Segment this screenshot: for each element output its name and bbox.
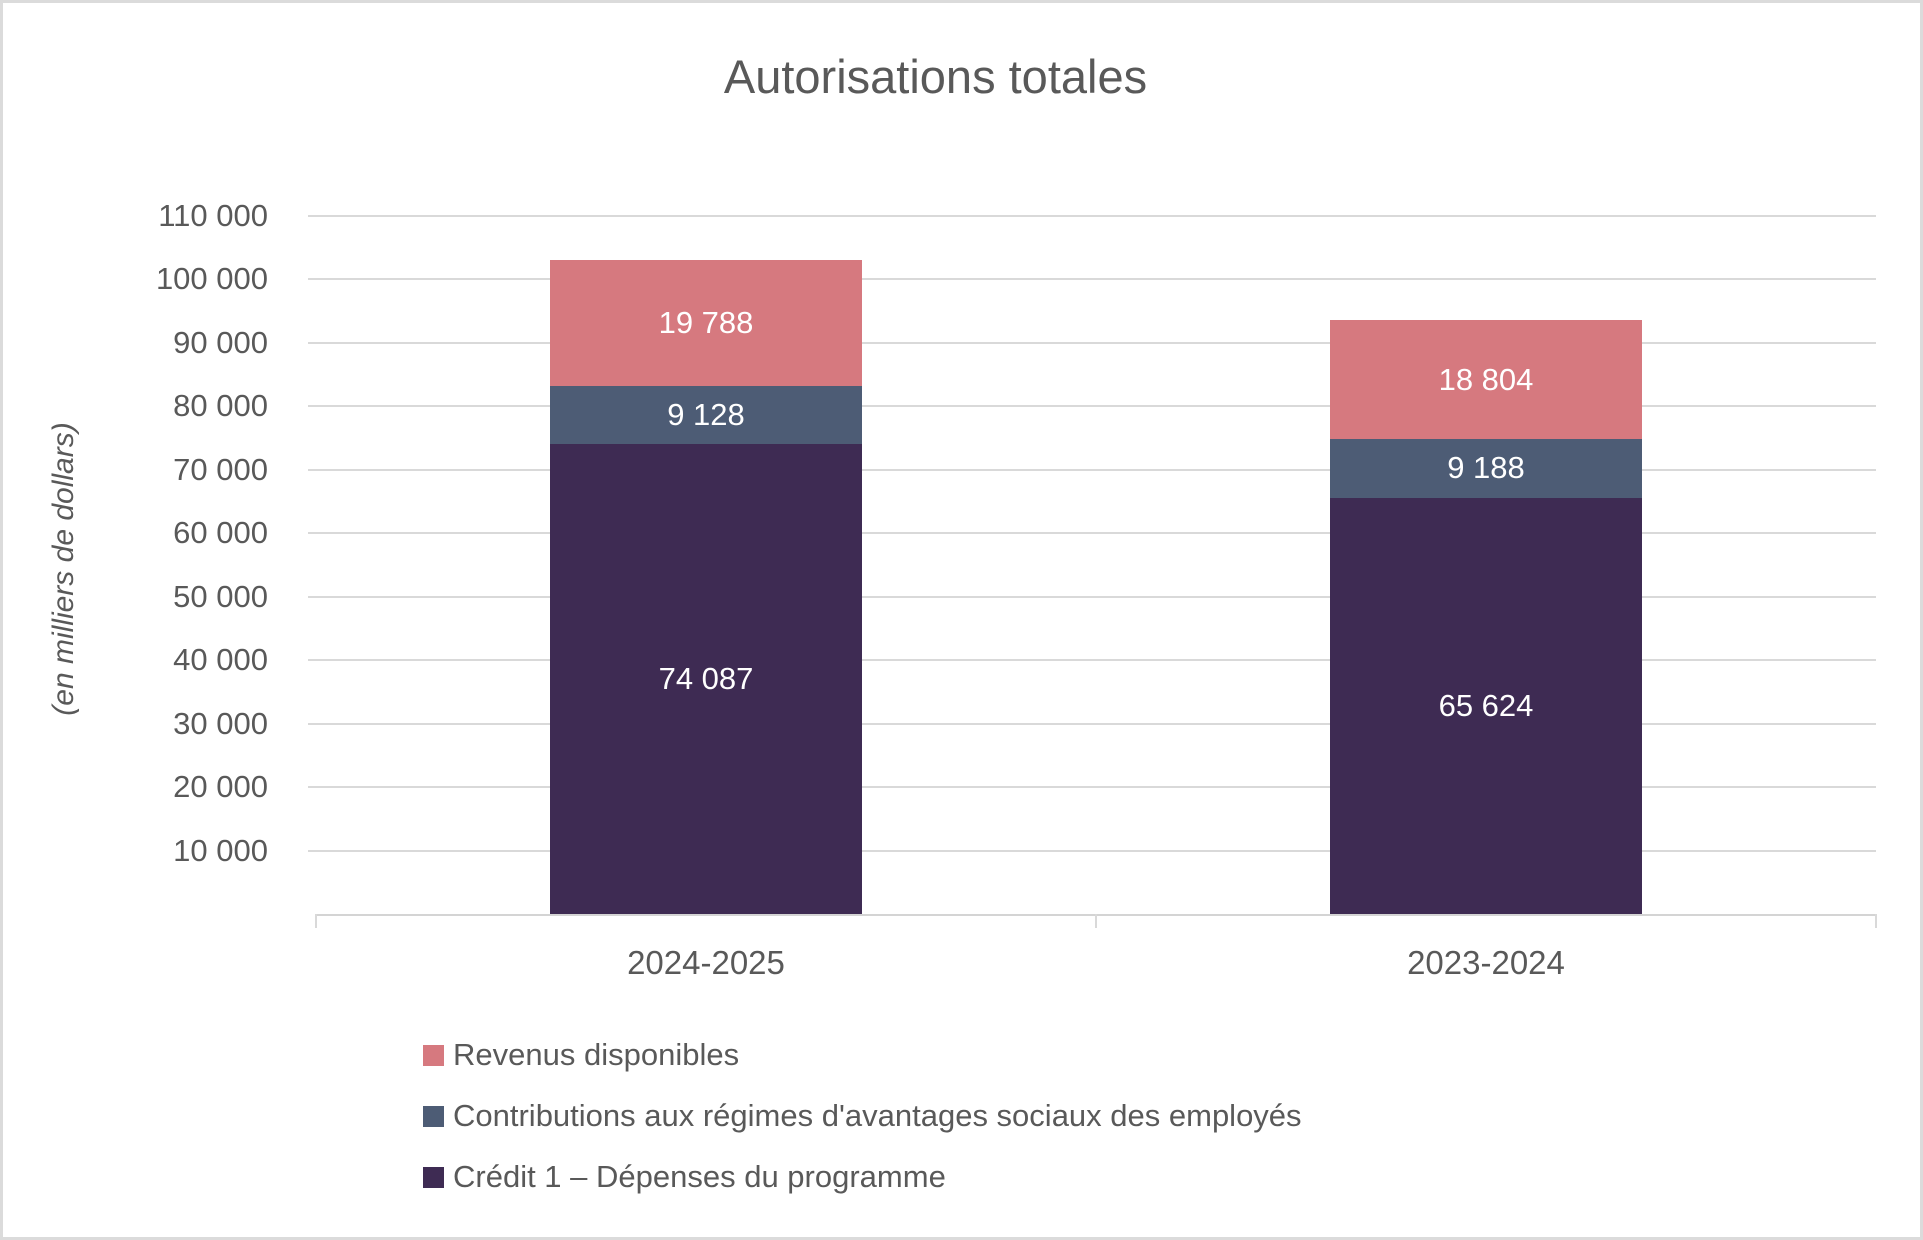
legend-item: Revenus disponibles <box>423 1037 739 1072</box>
bar-value-label: 9 188 <box>1447 450 1525 486</box>
y-axis-tick <box>308 532 322 535</box>
legend-item: Contributions aux régimes d'avantages so… <box>423 1098 1302 1133</box>
bar-segment <box>550 260 862 386</box>
bar-value-label: 9 128 <box>667 396 745 432</box>
bar-segment <box>550 385 862 444</box>
y-axis-tick <box>308 215 322 217</box>
x-axis-tick <box>1095 914 1097 928</box>
y-axis-tick <box>308 786 322 789</box>
y-axis-tick-label: 110 000 <box>158 198 268 233</box>
x-axis-tick <box>1875 914 1877 928</box>
y-axis-tick-label: 40 000 <box>173 642 268 678</box>
y-axis-tick <box>308 595 322 598</box>
y-axis-tick-label: 10 000 <box>173 832 268 868</box>
y-axis-tick-label: 30 000 <box>173 705 268 741</box>
bar-value-label: 19 788 <box>658 305 754 341</box>
gridline <box>316 405 1876 408</box>
legend-label: Revenus disponibles <box>453 1037 740 1072</box>
bar-segment <box>1330 497 1642 914</box>
y-axis-tick-label: 70 000 <box>173 451 268 487</box>
y-axis-tick-label: 100 000 <box>155 261 268 297</box>
bar-value-label: 65 624 <box>1438 687 1534 723</box>
bar-segment <box>1330 439 1642 498</box>
chart-title: Autorisations totales <box>723 50 1148 103</box>
bar-segment <box>550 443 862 914</box>
gridline <box>316 659 1876 662</box>
y-axis-tick <box>308 659 322 662</box>
gridline <box>316 786 1876 789</box>
y-axis-tick <box>308 405 322 408</box>
legend-label: Contributions aux régimes d'avantages so… <box>453 1098 1302 1133</box>
y-axis-tick <box>308 722 322 725</box>
y-axis-tick-label: 90 000 <box>173 324 268 360</box>
legend-item: Crédit 1 – Dépenses du programme <box>423 1159 946 1194</box>
gridline <box>316 341 1876 344</box>
bar-value-label: 74 087 <box>658 660 754 696</box>
y-axis-tick <box>308 278 322 281</box>
gridline <box>316 278 1876 281</box>
y-axis-tick <box>308 341 322 344</box>
y-axis-tick-label: 50 000 <box>173 578 268 614</box>
gridline <box>316 215 1876 217</box>
x-axis-category-label: 2024-2025 <box>627 944 785 981</box>
x-axis-category-label: 2023-2024 <box>1407 944 1565 981</box>
bar-segment <box>1330 319 1642 440</box>
x-axis-tick <box>315 914 317 928</box>
y-axis-tick <box>308 468 322 471</box>
gridline <box>316 595 1876 598</box>
y-axis-tick-label: 80 000 <box>173 388 268 424</box>
legend-swatch <box>423 1166 444 1188</box>
legend-swatch <box>423 1044 444 1066</box>
gridline <box>316 468 1876 471</box>
gridline <box>316 532 1876 535</box>
y-axis-tick-label: 20 000 <box>173 769 268 805</box>
bar-value-label: 18 804 <box>1438 361 1534 397</box>
y-axis-tick <box>308 849 322 852</box>
gridline <box>316 849 1876 852</box>
gridline <box>316 722 1876 725</box>
legend-label: Crédit 1 – Dépenses du programme <box>453 1159 946 1194</box>
legend-swatch <box>423 1105 444 1127</box>
y-axis-tick-label: 60 000 <box>173 515 268 551</box>
